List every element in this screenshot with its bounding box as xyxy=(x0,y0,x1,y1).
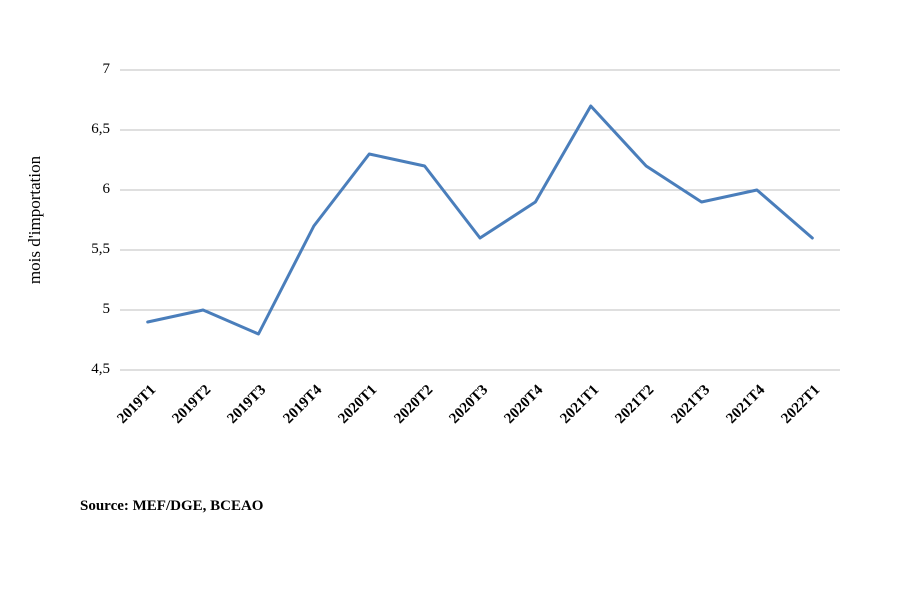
y-tick-label: 5,5 xyxy=(70,241,110,258)
source-label: Source: MEF/DGE, BCEAO xyxy=(80,498,263,515)
y-tick-label: 5 xyxy=(70,301,110,318)
y-tick-label: 6,5 xyxy=(70,121,110,138)
y-tick-label: 7 xyxy=(70,61,110,78)
data-series xyxy=(148,106,813,334)
y-tick-label: 6 xyxy=(70,181,110,198)
grid-lines xyxy=(120,70,840,370)
y-tick-label: 4,5 xyxy=(70,361,110,378)
y-axis-title: mois d'importation xyxy=(25,120,45,320)
series-line xyxy=(148,106,813,334)
chart-container: mois d'importation 4,555,566,57 2019T120… xyxy=(0,0,900,600)
